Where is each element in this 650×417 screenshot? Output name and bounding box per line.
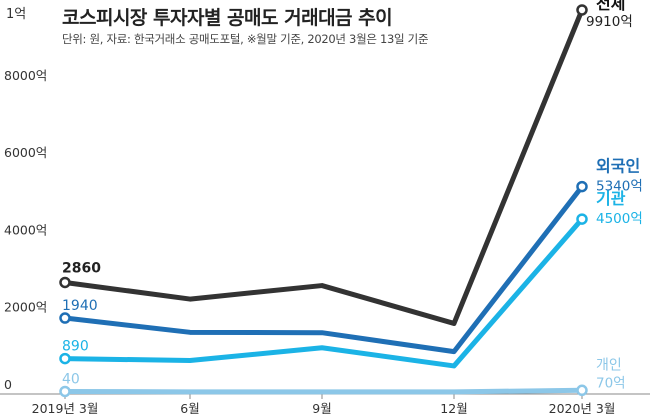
series-start-point	[59, 276, 71, 289]
y-axis-top-label: 1억	[6, 7, 27, 22]
series-end-point	[576, 180, 588, 193]
x-tick-label: 2020년 3월	[549, 401, 616, 416]
x-tick-label: 2019년 3월	[32, 401, 99, 416]
data-label-end: 4500억	[596, 211, 643, 227]
series-end-point	[576, 4, 588, 16]
data-label-start: 890	[62, 339, 89, 355]
chart-subtitle: 단위: 원, 자료: 한국거래소 공매도포털, ※월말 기준, 2020년 3월…	[62, 32, 429, 46]
series-line	[62, 7, 585, 326]
x-tick-label: 9월	[312, 401, 331, 416]
data-label-end: 70억	[596, 375, 626, 391]
x-tick-label: 6월	[180, 401, 199, 416]
series-end-point	[576, 384, 588, 397]
y-tick-label: 2000억	[4, 300, 47, 315]
y-tick-label: 4000억	[4, 222, 47, 237]
y-tick-label: 0	[4, 377, 12, 392]
x-tick-label: 12월	[440, 401, 467, 416]
series-line	[62, 184, 585, 355]
series-name-label: 외국인	[596, 157, 640, 176]
series-start-point	[59, 385, 71, 398]
y-tick-label: 6000억	[4, 145, 47, 160]
series-name-label: 전체	[596, 0, 625, 13]
series-name-label: 개인	[596, 357, 622, 373]
data-label-start: 1940	[62, 298, 98, 314]
chart-title: 코스피시장 투자자별 공매도 거래대금 추이	[62, 7, 393, 29]
data-label-end: 9910억	[586, 14, 633, 30]
series-start-point	[59, 312, 71, 324]
series-end-point	[576, 213, 588, 225]
data-label-start: 2860	[62, 260, 101, 276]
data-label-start: 40	[62, 371, 80, 387]
series-name-label: 기관	[596, 189, 626, 208]
y-tick-label: 8000억	[4, 68, 47, 83]
series-line	[62, 216, 585, 369]
series-line	[62, 387, 585, 395]
series-start-point	[59, 352, 71, 365]
data-label-end: 5340억	[596, 179, 643, 195]
